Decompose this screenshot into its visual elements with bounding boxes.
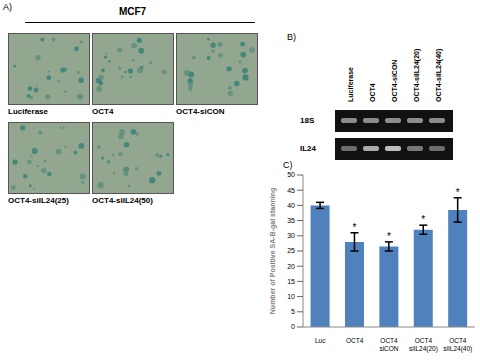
svg-text:25: 25 (287, 247, 295, 254)
svg-text:40: 40 (287, 202, 295, 209)
svg-text:20: 20 (287, 263, 295, 270)
svg-text:Luc: Luc (315, 337, 326, 344)
svg-text:Luciferase: Luciferase (347, 67, 354, 102)
svg-text:OCT4-siIL24(40): OCT4-siIL24(40) (435, 49, 443, 102)
html-text:A): A) (3, 2, 12, 12)
html-text:OCT4-siIL24(50): OCT4-siIL24(50) (92, 196, 153, 205)
html-text:Luciferase: Luciferase (8, 107, 48, 116)
svg-text:OCT4: OCT4 (346, 337, 364, 344)
svg-text:IL24: IL24 (300, 144, 317, 153)
svg-text:*: * (353, 222, 357, 233)
svg-text:OCT4siIL24(20): OCT4siIL24(20) (409, 337, 438, 353)
svg-text:*: * (421, 214, 425, 225)
svg-text:*: * (456, 187, 460, 198)
svg-text:OCT4: OCT4 (369, 83, 376, 102)
svg-text:30: 30 (287, 232, 295, 239)
html-text:MCF7: MCF7 (118, 6, 147, 17)
svg-text:35: 35 (287, 217, 295, 224)
svg-text:18S: 18S (300, 116, 315, 125)
svg-text:*: * (387, 231, 391, 242)
html-text:OCT4: OCT4 (92, 107, 114, 116)
svg-text:5: 5 (291, 308, 295, 315)
svg-text:OCT4siCON: OCT4siCON (379, 337, 398, 352)
svg-text:15: 15 (287, 278, 295, 285)
svg-text:OCT4siIL24(40): OCT4siIL24(40) (443, 337, 472, 353)
svg-text:50: 50 (287, 171, 295, 178)
html-text:C): C) (283, 160, 293, 170)
html-text:OCT4-siCON: OCT4-siCON (176, 107, 225, 116)
svg-text:45: 45 (287, 187, 295, 194)
svg-text:10: 10 (287, 293, 295, 300)
svg-text:Number of Positive SA-B-gal st: Number of Positive SA-B-gal stanning (269, 188, 277, 314)
svg-text:OCT4-siIL24(20): OCT4-siIL24(20) (413, 49, 421, 102)
svg-text:0: 0 (291, 323, 295, 330)
svg-text:OCT4-siCON: OCT4-siCON (391, 60, 398, 102)
html-text:OCT4-siIL24(25): OCT4-siIL24(25) (8, 196, 69, 205)
svg-text:B): B) (287, 32, 296, 42)
